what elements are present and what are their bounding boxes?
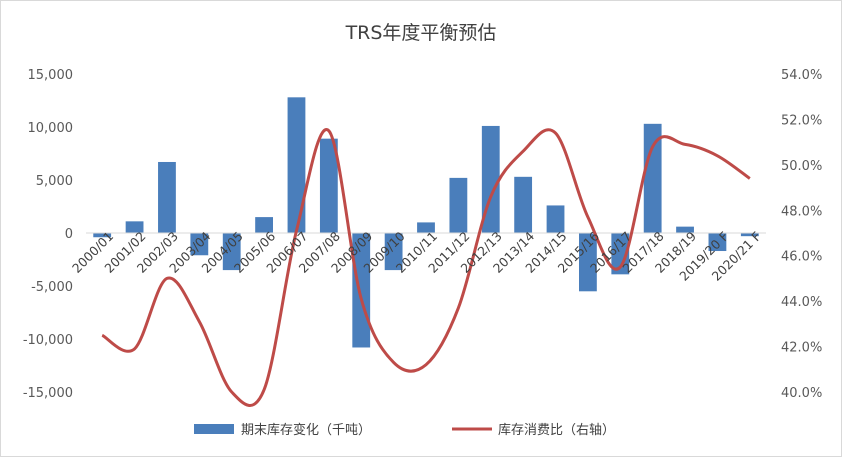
left-tick-label: -5,000 xyxy=(31,280,73,295)
bar xyxy=(449,178,467,233)
bar xyxy=(547,205,565,233)
right-tick-label: 42.0% xyxy=(781,341,822,356)
bar xyxy=(288,97,306,233)
right-tick-label: 52.0% xyxy=(781,113,822,128)
left-tick-label: 10,000 xyxy=(28,121,74,136)
left-tick-label: 15,000 xyxy=(28,68,74,83)
left-tick-label: 0 xyxy=(65,227,73,242)
chart-title: TRS年度平衡预估 xyxy=(345,22,497,44)
bar xyxy=(158,162,176,233)
legend-swatch-bar xyxy=(194,424,234,434)
bar xyxy=(255,217,273,233)
legend-label-line: 库存消费比（右轴） xyxy=(498,422,615,438)
right-tick-label: 44.0% xyxy=(781,295,822,310)
legend: 期末库存变化（千吨） 库存消费比（右轴） xyxy=(194,422,615,438)
left-tick-label: -15,000 xyxy=(23,386,73,401)
left-tick-label: -10,000 xyxy=(23,333,73,348)
right-tick-label: 48.0% xyxy=(781,204,822,219)
bar-series xyxy=(86,97,766,347)
bar xyxy=(514,177,532,233)
right-tick-label: 46.0% xyxy=(781,250,822,265)
right-tick-label: 54.0% xyxy=(781,68,822,83)
right-tick-label: 50.0% xyxy=(781,159,822,174)
legend-label-bar: 期末库存变化（千吨） xyxy=(241,422,371,438)
left-axis: 15,000 10,000 5,000 0 -5,000 -10,000 -15,000 xyxy=(23,68,73,401)
right-axis: 54.0% 52.0% 50.0% 48.0% 46.0% 44.0% 42.0% 40.0% xyxy=(781,68,822,401)
category-axis: 2000/012001/022002/032003/042004/052005/… xyxy=(69,228,764,283)
right-tick-label: 40.0% xyxy=(781,386,822,401)
left-tick-label: 5,000 xyxy=(36,174,73,189)
